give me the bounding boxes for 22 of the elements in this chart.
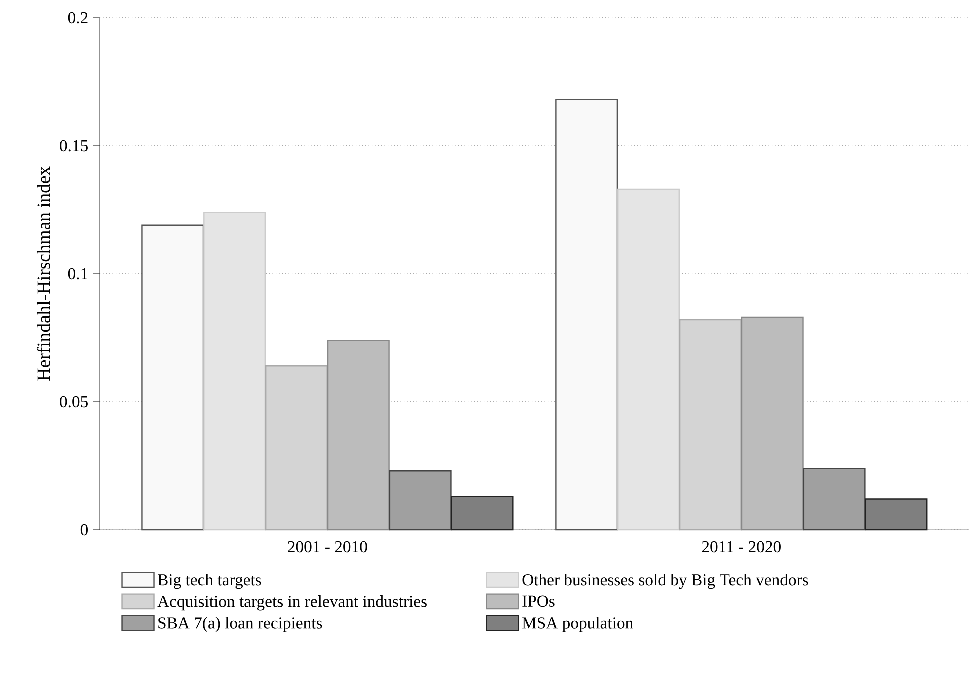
bar xyxy=(142,224,204,531)
legend-label: Big tech targets xyxy=(158,574,262,590)
legend-label: Other businesses sold by Big Tech vendors xyxy=(522,574,808,590)
y-tick-label: 0.15 xyxy=(60,140,88,152)
bar xyxy=(389,470,452,531)
legend-label: SBA 7(a) loan recipients xyxy=(158,617,322,632)
y-axis-title: Herfindahl-Hirschman index xyxy=(36,166,50,381)
bar xyxy=(741,316,804,531)
y-tick-label: 0.1 xyxy=(68,268,88,280)
bar xyxy=(803,468,866,531)
bar xyxy=(327,340,390,531)
y-tick-label: 0 xyxy=(80,524,88,536)
bar xyxy=(556,99,618,531)
legend-label: Acquisition targets in relevant industries xyxy=(158,596,427,611)
legend-label: IPOs xyxy=(522,596,555,608)
legend-label: MSA population xyxy=(522,617,634,632)
bar xyxy=(865,498,928,531)
x-tick-label: 2011 - 2020 xyxy=(702,541,781,553)
x-tick-label: 2001 - 2010 xyxy=(288,541,368,553)
y-tick-label: 0.2 xyxy=(68,12,88,24)
bar xyxy=(451,496,514,531)
y-tick-label: 0.05 xyxy=(60,396,88,408)
